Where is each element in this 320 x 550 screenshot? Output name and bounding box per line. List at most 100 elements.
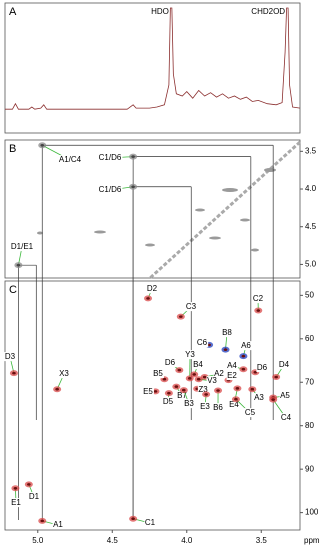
peak-core xyxy=(250,387,255,391)
peak-label: Z3 xyxy=(198,385,208,394)
x-tick-label: 5.0 xyxy=(32,536,44,545)
peak-core xyxy=(235,387,240,390)
label-bg xyxy=(221,328,233,338)
label-bg xyxy=(206,376,218,386)
peak-label: D2 xyxy=(147,284,158,293)
label-bg xyxy=(192,360,204,370)
label-bg xyxy=(240,341,252,351)
label-bg xyxy=(4,352,17,362)
peak-core xyxy=(177,368,182,372)
peak-core xyxy=(40,519,45,523)
panel-c-frame xyxy=(4,280,301,531)
peak-label: A5 xyxy=(280,391,290,400)
peak-core xyxy=(12,371,16,375)
peak-core xyxy=(192,373,197,376)
peak-label: A2 xyxy=(214,369,224,378)
peak-label: D1/E1 xyxy=(11,242,34,251)
label-bg xyxy=(252,294,265,304)
peak-label: C3 xyxy=(186,302,197,311)
annotation: HDO xyxy=(151,7,169,16)
peak-label: C2 xyxy=(253,294,264,303)
label-bg xyxy=(279,391,291,401)
annotation: CHD2OD xyxy=(251,7,285,16)
peak-core xyxy=(131,155,135,158)
cross-peak-bg xyxy=(222,188,238,192)
label-bg xyxy=(52,520,64,530)
peak-core xyxy=(131,517,135,521)
peak-core xyxy=(153,390,158,393)
peak-label: B4 xyxy=(193,360,203,369)
panel-label: C xyxy=(9,284,17,296)
peak-core xyxy=(253,370,258,374)
peak-core xyxy=(187,377,192,380)
peak-label: C6 xyxy=(197,338,208,347)
label-bg xyxy=(183,399,195,409)
peak-core xyxy=(181,388,186,392)
peak-label: B3 xyxy=(184,399,194,408)
y-tick-label: 3.5 xyxy=(305,146,317,155)
peak-label: A6 xyxy=(241,341,251,350)
peak-label: E4 xyxy=(229,400,239,409)
label-bg xyxy=(164,358,177,368)
label-bg xyxy=(152,369,164,379)
peak-core xyxy=(146,297,150,300)
peak-label: E5 xyxy=(143,387,153,396)
panel-label: A xyxy=(9,6,17,18)
y-tick-label: 60 xyxy=(305,334,314,343)
y-tick-label: 100 xyxy=(305,508,319,517)
peak-core xyxy=(241,367,246,371)
peak-core xyxy=(167,391,171,395)
label-bg xyxy=(278,360,291,370)
peak-label: B7 xyxy=(177,391,187,400)
peak-label: A3 xyxy=(254,393,264,402)
label-bg xyxy=(226,361,238,371)
label-bg xyxy=(196,338,209,348)
peak-label: E3 xyxy=(200,402,210,411)
cross-peak-bg xyxy=(195,208,205,212)
label-bg xyxy=(280,413,293,423)
peak-core xyxy=(55,387,59,391)
peak-core xyxy=(204,393,208,396)
peak-label: C1 xyxy=(145,518,156,527)
peak-label: D4 xyxy=(279,360,290,369)
cosy-background xyxy=(37,168,276,252)
panel-b-frame xyxy=(4,139,301,279)
label-bg xyxy=(28,492,41,502)
peak-label: C1/D6 xyxy=(99,185,122,194)
y-tick-label: 50 xyxy=(305,290,314,299)
peak-label: A4 xyxy=(227,361,237,370)
label-bg xyxy=(185,302,198,312)
label-bg xyxy=(10,498,22,508)
x-tick-label: 4.0 xyxy=(181,536,193,545)
peak-label: D1 xyxy=(29,492,40,501)
cross-peak-bg xyxy=(264,168,276,172)
peak-label: C1/D6 xyxy=(99,153,122,162)
cross-peak-bg xyxy=(240,218,250,222)
label-bg xyxy=(10,242,35,252)
label-bg xyxy=(162,397,175,407)
label-bg xyxy=(142,387,154,397)
peak-label: E2 xyxy=(227,371,237,380)
peak-label: D6 xyxy=(165,358,176,367)
label-bg xyxy=(226,371,238,381)
label-bg xyxy=(244,408,257,418)
panel-a-frame xyxy=(4,2,301,134)
label-bg xyxy=(146,284,159,294)
peak-core xyxy=(202,375,207,379)
label-bg xyxy=(144,518,157,528)
peak-label: D5 xyxy=(163,397,174,406)
y-tick-label: 70 xyxy=(305,377,314,386)
label-bg xyxy=(228,400,240,410)
peak-core xyxy=(16,263,21,267)
label-bg xyxy=(256,363,269,373)
x-axis-label: ppm xyxy=(304,536,320,545)
peak-label: B8 xyxy=(222,328,232,337)
label-bg xyxy=(176,391,188,401)
peak-core xyxy=(207,343,211,347)
label-bg xyxy=(98,153,123,163)
x-tick-label: 3.5 xyxy=(256,536,268,545)
peak-label: B6 xyxy=(213,403,223,412)
spectrum xyxy=(5,7,301,110)
panel-label: B xyxy=(9,143,16,155)
